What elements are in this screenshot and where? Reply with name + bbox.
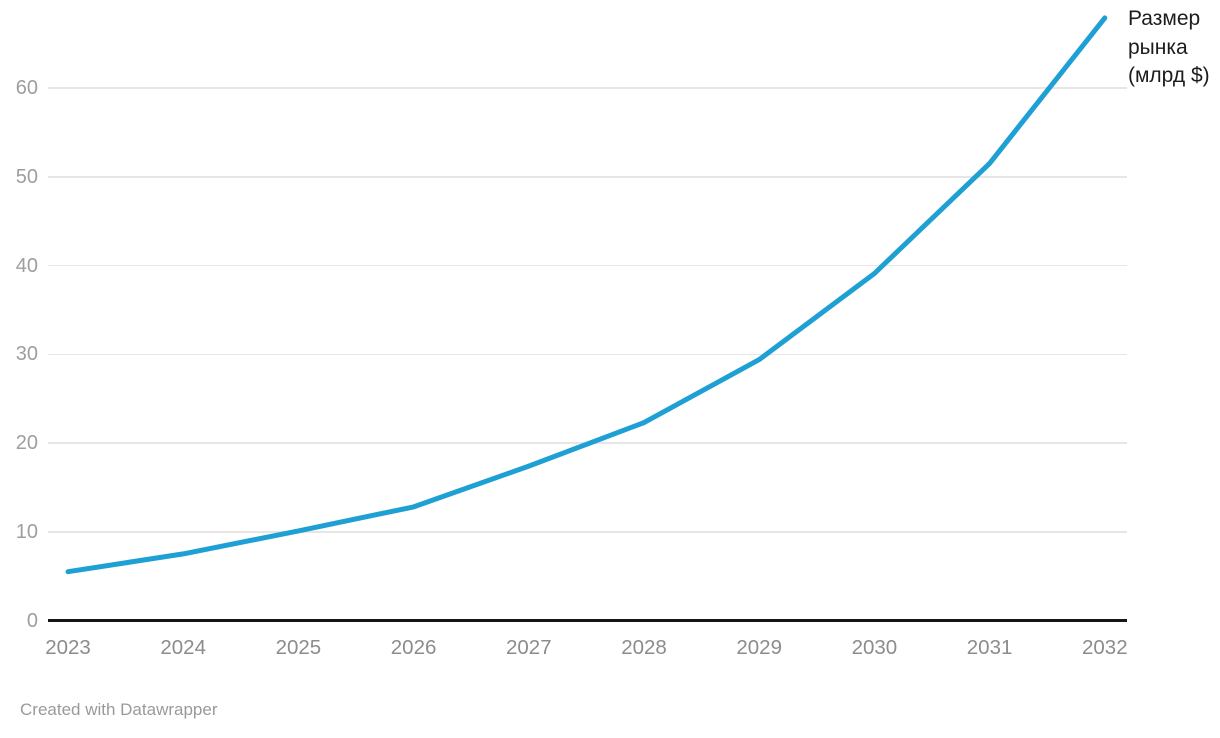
y-axis-tick-label: 40 bbox=[15, 254, 38, 277]
market-size-line bbox=[65, 15, 1108, 575]
datawrapper-credit-link[interactable]: Created with Datawrapper bbox=[20, 700, 218, 719]
x-axis-tick-label: 2026 bbox=[390, 636, 437, 659]
gridline bbox=[48, 353, 1127, 355]
x-axis-tick-label: 2027 bbox=[505, 636, 552, 659]
x-axis-tick-label: 2031 bbox=[966, 636, 1013, 659]
x-axis-tick-label: 2025 bbox=[275, 636, 322, 659]
x-axis-tick-label: 2028 bbox=[621, 636, 667, 659]
y-axis-tick-label: 20 bbox=[15, 432, 38, 454]
y-axis-tick-label: 10 bbox=[15, 520, 38, 543]
gridline bbox=[48, 176, 1127, 178]
gridline bbox=[48, 264, 1127, 267]
x-axis-tick-label: 2030 bbox=[851, 636, 898, 659]
x-axis-baseline bbox=[48, 619, 1127, 622]
y-axis-tick-label: 0 bbox=[26, 609, 38, 632]
y-axis-tick-label: 50 bbox=[15, 165, 38, 188]
x-axis-tick-label: 2032 bbox=[1081, 636, 1128, 659]
series-label: Размер рынка (млрд $) bbox=[1128, 7, 1210, 87]
y-axis-tick-label: 30 bbox=[15, 343, 38, 366]
gridline bbox=[48, 531, 1127, 533]
y-axis-tick-label: 60 bbox=[15, 77, 38, 99]
x-axis-tick-label: 2024 bbox=[160, 636, 206, 659]
x-axis-tick-label: 2029 bbox=[736, 636, 782, 659]
x-axis-tick-label: 2023 bbox=[45, 636, 91, 659]
gridline bbox=[48, 87, 1127, 89]
